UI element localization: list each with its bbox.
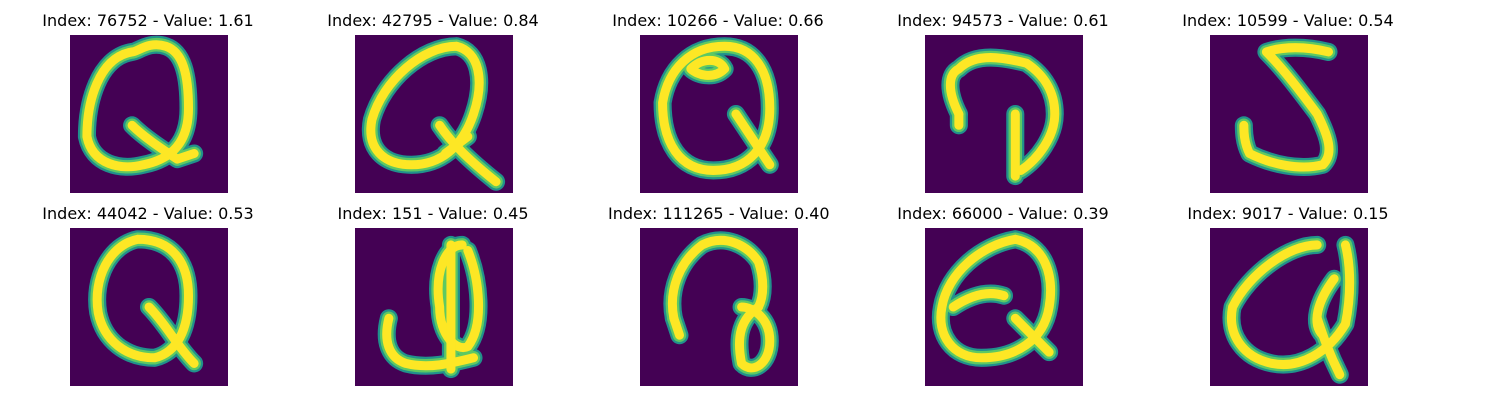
glyph-svg [640,35,798,193]
glyph-stroke [1010,313,1054,357]
glyph-stroke [731,109,775,170]
panel-title: Index: 10599 - Value: 0.54 [1182,11,1394,30]
glyph-svg [640,228,798,386]
glyph-svg [925,228,1083,386]
glyph-stroke [1239,43,1334,172]
panel-title: Index: 44042 - Value: 0.53 [42,204,254,223]
glyph-stroke [658,41,775,175]
glyph-stroke [734,302,775,373]
glyph-stroke [686,55,730,80]
panel-title: Index: 42795 - Value: 0.84 [327,11,539,30]
panel-title: Index: 76752 - Value: 1.61 [42,11,254,30]
glyph-stroke [948,289,1009,312]
handwritten-glyph-image [70,228,228,386]
handwritten-glyph-image [640,35,798,193]
panel-title: Index: 66000 - Value: 0.39 [897,204,1109,223]
glyph-svg [355,228,513,386]
glyph-stroke [1312,274,1339,340]
handwritten-glyph-image [1210,228,1368,386]
panel-title: Index: 9017 - Value: 0.15 [1187,204,1389,223]
glyph-stroke [936,234,1056,363]
glyph-stroke [127,120,199,164]
glyph-stroke [144,302,199,368]
glyph-svg [70,228,228,386]
glyph-stroke [435,120,501,187]
handwritten-glyph-image [925,228,1083,386]
glyph-stroke [92,234,194,363]
glyph-stroke [945,53,1060,175]
glyph-stroke [667,236,768,323]
glyph-stroke [382,313,479,371]
handwritten-glyph-image [355,228,513,386]
glyph-svg [355,35,513,193]
glyph-svg [925,35,1083,193]
handwritten-glyph-image [640,228,798,386]
handwritten-glyph-image [925,35,1083,193]
glyph-stroke [1227,240,1355,369]
glyph-svg [1210,228,1368,386]
handwritten-glyph-image [70,35,228,193]
panel-title: Index: 94573 - Value: 0.61 [897,11,1109,30]
panel-title: Index: 151 - Value: 0.45 [337,204,529,223]
handwritten-glyph-image [355,35,513,193]
glyph-stroke [669,313,685,340]
panel-title: Index: 111265 - Value: 0.40 [608,204,830,223]
handwritten-glyph-image [1210,35,1368,193]
glyph-stroke [440,132,473,159]
glyph-svg [70,35,228,193]
glyph-stroke [366,41,484,170]
panel-title: Index: 10266 - Value: 0.66 [612,11,824,30]
glyph-svg [1210,35,1368,193]
